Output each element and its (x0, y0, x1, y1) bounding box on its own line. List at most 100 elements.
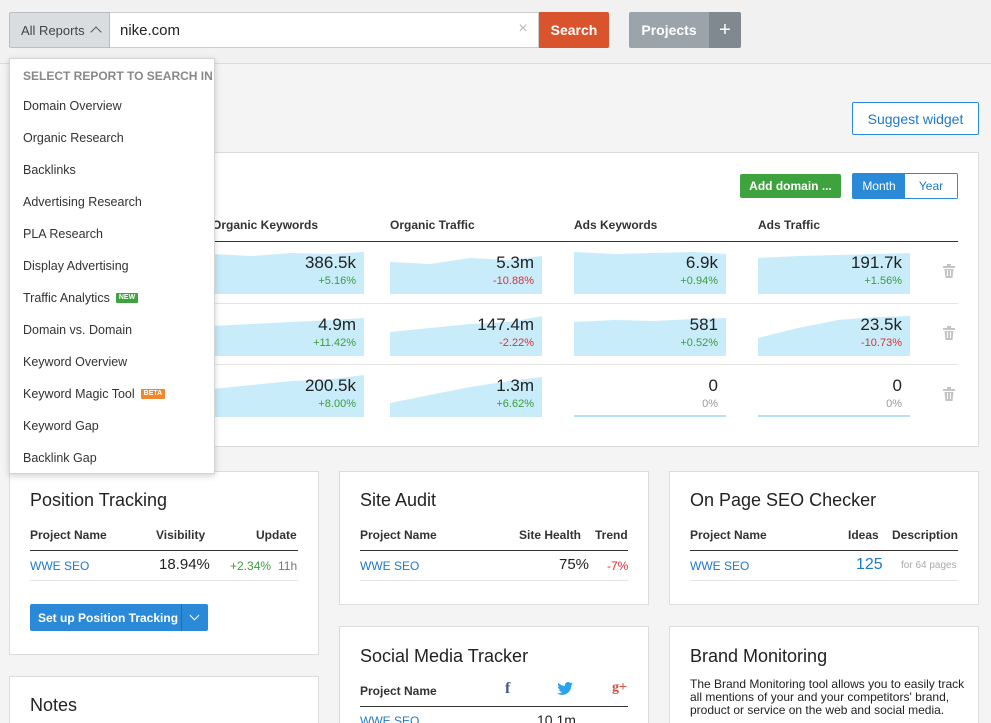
metric-change: +5.16% (318, 275, 356, 287)
metric-cell[interactable]: 200.5k +8.00% (212, 373, 364, 425)
pt-project-link[interactable]: WWE SEO (30, 559, 90, 573)
site-audit-card (339, 471, 649, 605)
metric-cell[interactable]: 191.7k +1.56% (758, 250, 910, 302)
chevron-down-icon[interactable] (189, 610, 200, 621)
add-domain-button[interactable]: Add domain ... (740, 174, 841, 198)
metric-cell[interactable]: 5.3m -10.88% (390, 250, 542, 302)
sm-header-divider (360, 706, 628, 707)
column-header-organic-traffic: Organic Traffic (390, 218, 475, 232)
google-plus-icon: g+ (612, 680, 627, 695)
menu-item-label: PLA Research (23, 227, 103, 241)
report-select-dropdown[interactable]: All Reports (9, 12, 110, 48)
op-ideas-link[interactable]: 125 (856, 556, 883, 573)
menu-item-label: Traffic Analytics (23, 291, 110, 305)
delete-domain-icon[interactable] (942, 264, 956, 278)
search-input[interactable]: nike.com (110, 12, 539, 48)
suggest-widget-button[interactable]: Suggest widget (852, 102, 979, 135)
metric-cell[interactable]: 6.9k +0.94% (574, 250, 726, 302)
metric-value: 200.5k (304, 376, 356, 395)
metric-change: -10.73% (861, 337, 902, 349)
sparkline (758, 316, 910, 356)
pt-update-time: 11h (278, 559, 298, 573)
delete-domain-icon[interactable] (942, 326, 956, 340)
metric-change: +8.00% (318, 398, 356, 410)
button-separator (181, 604, 182, 631)
sparkline (212, 375, 364, 417)
metric-cell[interactable]: 23.5k -10.73% (758, 312, 910, 364)
menu-item-domain-overview[interactable]: Domain Overview (23, 99, 122, 113)
notes-card (9, 676, 319, 723)
menu-item-label: Keyword Gap (23, 419, 99, 433)
menu-item-domain-vs-domain[interactable]: Domain vs. Domain (23, 323, 132, 337)
top-bar: All Reports nike.com × Search Projects + (0, 0, 991, 64)
period-month-button[interactable]: Month (853, 174, 905, 198)
menu-item-traffic-analytics[interactable]: Traffic Analytics NEW (23, 291, 139, 305)
menu-item-keyword-magic-tool[interactable]: Keyword Magic Tool BETA (23, 387, 166, 401)
clear-search-icon[interactable]: × (518, 20, 528, 37)
period-year-button[interactable]: Year (905, 174, 957, 198)
sa-header-trend: Trend (595, 528, 628, 542)
metric-change: -2.22% (499, 337, 534, 349)
metric-cell[interactable]: 147.4m -2.22% (390, 312, 542, 364)
pt-header-divider (30, 550, 298, 551)
metric-value: 1.3m (496, 376, 534, 395)
sparkline (574, 415, 726, 417)
menu-item-label: Organic Research (23, 131, 124, 145)
sparkline-area (758, 253, 910, 294)
menu-item-label: Backlinks (23, 163, 76, 177)
add-project-button[interactable]: + (709, 12, 741, 48)
menu-item-keyword-overview[interactable]: Keyword Overview (23, 355, 127, 369)
sparkline-area (574, 318, 726, 356)
metric-value: 191.7k (850, 253, 902, 272)
menu-item-advertising-research[interactable]: Advertising Research (23, 195, 142, 209)
sa-header-project: Project Name (360, 528, 437, 542)
metric-cell[interactable]: 386.5k +5.16% (212, 250, 364, 302)
sm-project-link[interactable]: WWE SEO (360, 714, 420, 723)
metric-value: 386.5k (304, 253, 356, 272)
pt-row-divider (30, 580, 298, 581)
report-select-menu: SELECT REPORT TO SEARCH IN Domain Overvi… (9, 58, 215, 474)
menu-item-label: Keyword Overview (23, 355, 128, 369)
sparkline-area (574, 252, 726, 294)
sparkline-area (390, 377, 542, 417)
metric-cell[interactable]: 0 0% (574, 373, 726, 425)
facebook-icon: f (505, 680, 511, 697)
menu-item-label: Advertising Research (23, 195, 142, 209)
twitter-icon (557, 682, 573, 698)
metric-cell[interactable]: 4.9m +11.42% (212, 312, 364, 364)
op-project-link[interactable]: WWE SEO (690, 559, 750, 573)
menu-item-organic-research[interactable]: Organic Research (23, 131, 124, 145)
menu-item-label: Domain vs. Domain (23, 323, 133, 337)
metric-value: 581 (689, 315, 718, 334)
sparkline (574, 318, 726, 356)
sparkline (212, 318, 364, 356)
menu-item-pla-research[interactable]: PLA Research (23, 227, 103, 241)
social-media-card (339, 626, 649, 723)
projects-button[interactable]: Projects (629, 12, 709, 48)
metric-change: +6.62% (496, 398, 534, 410)
menu-item-backlinks[interactable]: Backlinks (23, 163, 76, 177)
sparkline (390, 377, 542, 417)
setup-position-tracking-button[interactable]: Set up Position Tracking (30, 604, 208, 631)
metric-change: 0% (702, 398, 718, 410)
column-header-organic-keywords: Organic Keywords (212, 218, 319, 232)
sa-header-health: Site Health (519, 528, 582, 542)
menu-item-backlink-gap[interactable]: Backlink Gap (23, 451, 97, 465)
op-header-ideas: Ideas (848, 528, 879, 542)
delete-domain-icon[interactable] (942, 387, 956, 401)
metric-cell[interactable]: 1.3m +6.62% (390, 373, 542, 425)
metric-value: 0 (892, 376, 902, 395)
metric-value: 4.9m (318, 315, 356, 334)
sm-value: 10.1m (537, 712, 576, 723)
column-header-ads-keywords: Ads Keywords (574, 218, 658, 232)
menu-item-display-advertising[interactable]: Display Advertising (23, 259, 129, 273)
sparkline-area (758, 316, 910, 356)
sa-project-link[interactable]: WWE SEO (360, 559, 420, 573)
metric-change: +11.42% (313, 337, 356, 349)
metric-cell[interactable]: 0 0% (758, 373, 910, 425)
search-button[interactable]: Search (539, 12, 609, 48)
metric-cell[interactable]: 581 +0.52% (574, 312, 726, 364)
brand-monitoring-card (669, 626, 979, 723)
sparkline (390, 316, 542, 356)
menu-item-keyword-gap[interactable]: Keyword Gap (23, 419, 99, 433)
